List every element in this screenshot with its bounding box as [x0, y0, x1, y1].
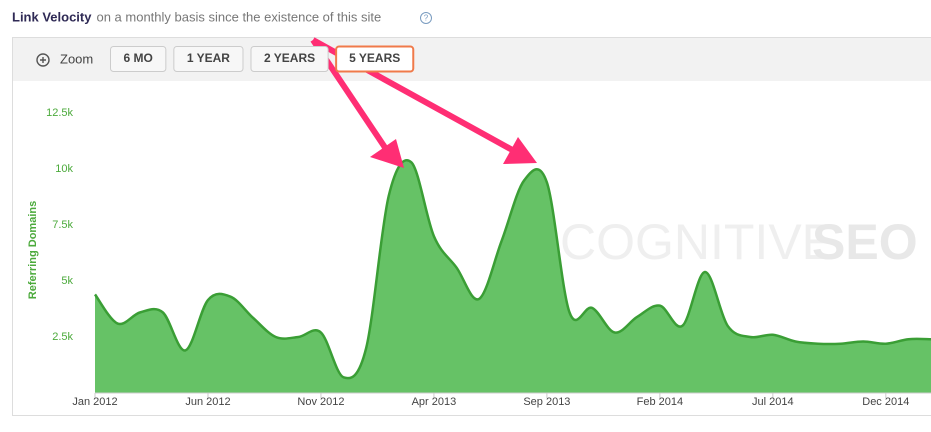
x-tick-label: Sep 2013: [523, 396, 570, 408]
arrow-head: [370, 139, 404, 168]
watermark: COGNITIVE SEO: [560, 214, 918, 270]
plot: 2.5k 5k 7.5k 10k 12.5k Jan 2012 Jun 2012 Nov 20…: [46, 107, 931, 408]
y-tick-label: 12.5k: [46, 107, 73, 119]
y-tick-label: 7.5k: [52, 219, 73, 231]
zoom-button[interactable]: [250, 46, 329, 72]
area: [95, 160, 931, 393]
y-axis-label: Referring Domains: [27, 201, 39, 299]
help-text[interactable]: ?: [424, 14, 429, 23]
zoom-button[interactable]: [110, 46, 167, 72]
zoom-label: Zoom: [60, 51, 93, 66]
x-tick-label: Jul 2014: [752, 396, 794, 408]
zoom-icon-plus: [40, 57, 46, 63]
subtitle: on a monthly basis since the existence o…: [96, 9, 381, 24]
button-label[interactable]: 1 YEAR: [187, 51, 230, 65]
y-tick-label: 10k: [55, 163, 73, 175]
x-tick-label: Feb 2014: [637, 396, 683, 408]
x-tick-label: Jun 2012: [185, 396, 230, 408]
button-label[interactable]: 2 YEARS: [264, 51, 315, 65]
x-tick-label: Dec 2014: [862, 396, 909, 408]
zoom-button[interactable]: [335, 45, 415, 73]
x-tick-label: Apr 2013: [412, 396, 457, 408]
line: [93, 159, 931, 380]
title: Link Velocity: [12, 9, 92, 24]
help-icon[interactable]: [420, 12, 432, 24]
y-tick-label: 2.5k: [52, 331, 73, 343]
arrow-head: [503, 137, 537, 164]
button-label[interactable]: 6 MO: [124, 51, 153, 65]
x-tick-label: Nov 2012: [297, 396, 344, 408]
watermark-text: COGNITIVE: [560, 214, 835, 270]
x-tick-label: Jan 2012: [72, 396, 117, 408]
zoom-icon: [36, 53, 50, 67]
y-tick-label: 5k: [61, 275, 73, 287]
zoom-button[interactable]: [173, 46, 244, 72]
watermark-text: SEO: [812, 214, 918, 270]
button-label[interactable]: 5 YEARS: [349, 51, 400, 65]
